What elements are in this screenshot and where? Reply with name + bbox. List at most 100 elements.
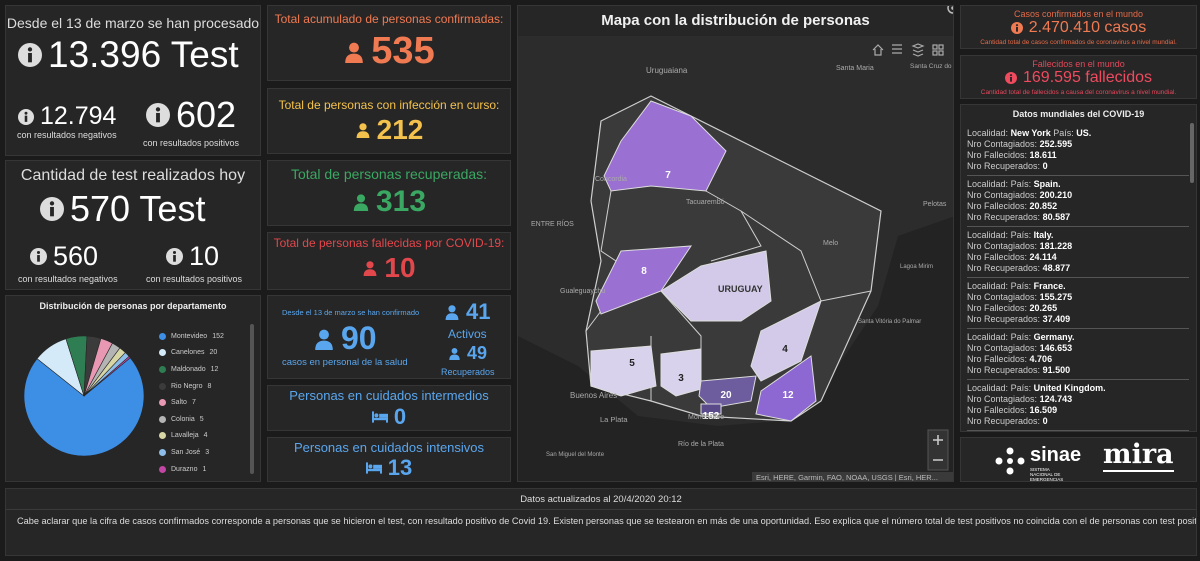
- location-line: Localidad: País: United Kingdom.: [967, 383, 1189, 394]
- fallecidos: 18.611: [1029, 150, 1057, 160]
- place-label: URUGUAY: [718, 284, 763, 294]
- pie-slice: [23, 357, 145, 457]
- intensive-title: Personas en cuidados intensivos: [293, 440, 485, 455]
- deceased-title: Total de personas fallecidas por COVID-1…: [273, 236, 505, 250]
- pais: US.: [1076, 128, 1092, 138]
- map-tools[interactable]: [872, 43, 944, 57]
- contagiados: 200.210: [1039, 190, 1073, 200]
- world-entry: Localidad: País: Spain. Nro Contagiados: …: [967, 176, 1189, 227]
- today-negatives: 560: [53, 241, 99, 271]
- staff-total-label: casos en personal de la salud: [282, 357, 408, 368]
- legend-name: Maldonado: [171, 365, 206, 373]
- fallecidos-line: Nro Fallecidos: 16.509: [967, 405, 1189, 416]
- today-positives: 10: [189, 241, 220, 271]
- place-label: Tacuarembó: [686, 199, 725, 206]
- person-icon: [445, 305, 459, 320]
- recovered-value: 313: [375, 185, 427, 218]
- legend-item: Maldonado 12: [159, 361, 249, 378]
- positives-label: con resultados positivos: [143, 138, 240, 148]
- department-count: 12: [782, 390, 794, 401]
- zoom-control[interactable]: [927, 429, 949, 471]
- department-count: 152: [703, 411, 720, 422]
- fallecidos: 24.114: [1029, 252, 1057, 262]
- today-positives-label: con resultados positivos: [146, 274, 243, 284]
- label: Nro Contagiados:: [967, 343, 1038, 353]
- pais: United Kingdom.: [1033, 383, 1106, 393]
- intermediate-value: 0: [393, 404, 407, 429]
- world-list-title: Datos mundiales del COVID-19: [1012, 109, 1145, 119]
- confirmed-title: Total acumulado de personas confirmadas:: [274, 12, 504, 26]
- place-label: Santa Vitória do Palmar: [858, 319, 921, 325]
- place-label: San Miguel del Monte: [546, 452, 605, 458]
- legend-item: Colonia 5: [159, 411, 249, 428]
- legend-swatch: [159, 365, 166, 373]
- scrollbar[interactable]: [250, 324, 254, 474]
- place-label: ENTRE RÍOS: [531, 219, 574, 228]
- fallecidos: 16.509: [1029, 405, 1058, 415]
- legend-name: Montevideo: [171, 332, 208, 340]
- world-cases-note: Cantidad total de casos confirmados de c…: [980, 39, 1177, 46]
- legend-swatch: [159, 465, 166, 473]
- department-count: 20: [720, 390, 732, 401]
- world-list[interactable]: Localidad: New York País: US. Nro Contagi…: [967, 125, 1189, 431]
- place-label: Lagoa Mirim: [900, 264, 933, 270]
- label: País:: [1053, 128, 1074, 138]
- fallecidos: 20.852: [1029, 201, 1058, 211]
- legend-swatch: [159, 432, 166, 440]
- place-label: Pelotas: [923, 201, 947, 208]
- world-cases-title: Casos confirmados en el mundo: [1013, 9, 1144, 19]
- legend-name: Salto: [171, 399, 187, 407]
- department: [590, 345, 657, 397]
- scrollbar[interactable]: [1190, 123, 1194, 183]
- staff-recovered: 49: [467, 343, 488, 363]
- legend-item: Canelones 20: [159, 345, 249, 362]
- legend-value: 8: [207, 382, 212, 390]
- label: Nro Recuperados:: [967, 314, 1041, 324]
- fallecidos-line: Nro Fallecidos: 18.611: [967, 150, 1189, 161]
- recuperados-line: Nro Recuperados: 91.500: [967, 365, 1189, 376]
- person-icon: [364, 261, 377, 276]
- tests-total: 13.396 Test: [48, 34, 239, 75]
- active-title: Total de personas con infección en curso…: [278, 98, 500, 112]
- negatives: 12.794: [40, 102, 117, 130]
- label: Nro Contagiados:: [967, 241, 1038, 251]
- recuperados: 48.877: [1042, 263, 1071, 273]
- map-panel: Mapa con la distribución de personas 7 8 4…: [517, 5, 954, 482]
- deceased-value: 10: [384, 252, 416, 283]
- legend-value: 7: [191, 399, 196, 407]
- world-deaths-title: Fallecidos en el mundo: [1032, 59, 1125, 69]
- legend-item: Durazno 1: [159, 461, 249, 478]
- bed-icon: [365, 462, 382, 474]
- info-icon: [18, 108, 34, 125]
- legend-name: San José: [171, 448, 201, 456]
- legend-value: 5: [199, 415, 204, 423]
- legend-item: Salto 7: [159, 394, 249, 411]
- staff-total: 90: [341, 320, 377, 356]
- water: [518, 216, 953, 481]
- person-icon: [449, 347, 460, 360]
- info-icon: [166, 248, 183, 265]
- label: Nro Contagiados:: [967, 190, 1038, 200]
- legend-value: 3: [205, 448, 210, 456]
- today-negatives-label: con resultados negativos: [18, 274, 118, 284]
- fallecidos: 20.265: [1029, 303, 1058, 313]
- legend-swatch: [159, 399, 166, 407]
- person-icon: [356, 123, 370, 138]
- settings-icon[interactable]: [946, 5, 954, 15]
- world-deaths-value: 169.595 fallecidos: [1023, 69, 1152, 86]
- recuperados: 0: [1042, 416, 1048, 426]
- pais: France.: [1033, 281, 1066, 291]
- pais: Germany.: [1033, 332, 1075, 342]
- negatives-label: con resultados negativos: [17, 130, 117, 140]
- legend-value: 4: [203, 432, 208, 440]
- map[interactable]: 7 8 4 5 3 20 12 152 Uruguaiana Santa Maria Santa C…: [518, 36, 954, 482]
- label: País:: [1010, 332, 1032, 342]
- health-staff-panel: Desde el 13 de marzo se han confirmado 9…: [267, 295, 511, 379]
- label: Nro Fallecidos:: [967, 252, 1028, 262]
- world-list-panel: Datos mundiales del COVID-19 Localidad: …: [960, 104, 1197, 432]
- divider: [6, 509, 1196, 510]
- sinae-logo-mark: [995, 447, 1025, 475]
- label: Localidad:: [967, 383, 1009, 393]
- department-count: 7: [665, 170, 671, 181]
- location-line: Localidad: País: France.: [967, 281, 1189, 292]
